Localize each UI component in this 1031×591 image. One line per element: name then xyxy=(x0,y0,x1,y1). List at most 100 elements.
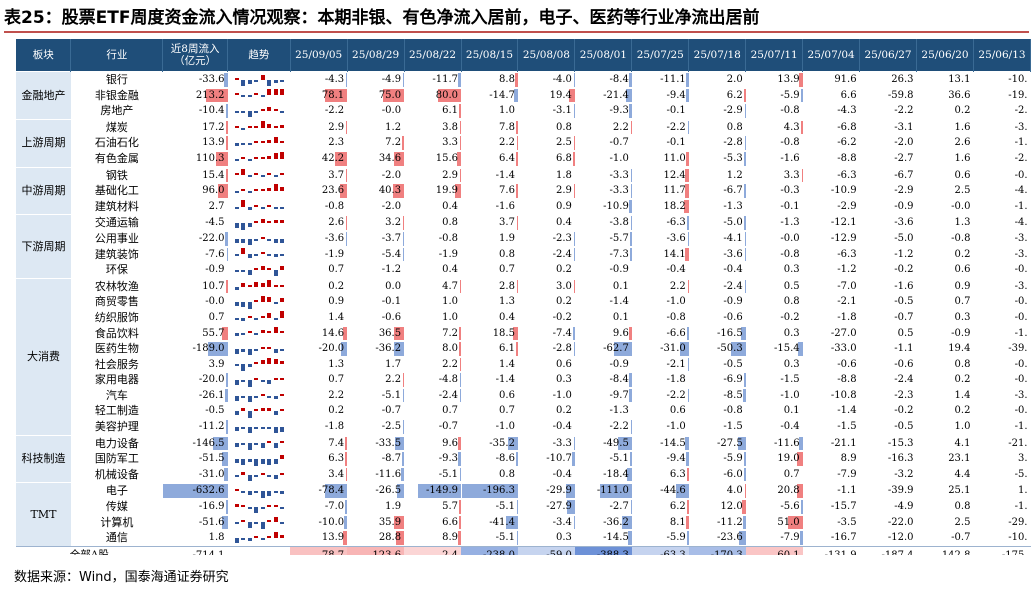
value-cell: -0.5 xyxy=(860,294,917,310)
value-cell: -35.2 xyxy=(461,434,518,452)
data-bar xyxy=(226,136,228,150)
trend-bar xyxy=(241,223,246,230)
trend-bar xyxy=(267,357,272,365)
value-text: 1.3 xyxy=(328,358,345,370)
trend-bar xyxy=(254,348,259,351)
value-text: -2.9 xyxy=(837,200,857,212)
trend-bar xyxy=(241,504,246,507)
trend-bar xyxy=(254,333,259,336)
value-cell: 2.0 xyxy=(688,70,746,88)
table-body: 金融地产 银行 -33.6 -4.3 -4.9 -11.7 8.8 -4.0 -8.4 -11.1… xyxy=(16,70,1031,555)
value-text: -7.0 xyxy=(837,280,857,292)
industry-name: 交通运输 xyxy=(70,214,163,231)
trend-bar xyxy=(254,506,259,514)
value-cell: 0.3 xyxy=(518,530,575,546)
data-bar xyxy=(403,216,405,230)
value-text: -1.3 xyxy=(609,405,629,417)
value-cell: 4.3 xyxy=(745,118,803,136)
value-text: 7.4 xyxy=(328,437,345,449)
data-bar xyxy=(744,216,746,230)
data-bar xyxy=(745,279,746,294)
value-text: 78.7 xyxy=(322,550,344,555)
trend-bar xyxy=(280,348,285,351)
data-bar xyxy=(679,342,689,356)
value-text: -2.2 xyxy=(666,389,686,401)
value-cell: -5.1 xyxy=(404,467,462,483)
value-text: -1.0 xyxy=(495,421,515,433)
value-text: -21. xyxy=(1008,437,1028,449)
value-text: -0.7 xyxy=(381,405,402,417)
value-text: -1.1 xyxy=(894,343,914,355)
value-text: 1.0 xyxy=(499,105,515,117)
value-text: -12.1 xyxy=(830,217,857,229)
data-bar xyxy=(394,436,405,451)
value-cell: 1. xyxy=(973,482,1031,500)
trend-bar xyxy=(254,491,259,494)
value-text: 2.9 xyxy=(328,121,345,133)
trend-bar xyxy=(254,282,259,287)
value-cell: 15.4 xyxy=(162,166,228,184)
value-text: -21.4 xyxy=(603,89,629,101)
trend-bar xyxy=(280,187,285,191)
value-text: -2.2 xyxy=(894,105,914,117)
value-cell: -0.7 xyxy=(917,530,974,546)
industry-name: 纺织服饰 xyxy=(94,310,139,324)
value-cell: 0.7 xyxy=(917,294,974,310)
value-text: -0.6 xyxy=(837,358,857,370)
value-text: 0.6 xyxy=(669,405,686,417)
trend-bar xyxy=(254,522,259,525)
trend-bar xyxy=(254,300,259,303)
value-cell: -3.3 xyxy=(517,434,575,452)
data-bar xyxy=(458,436,462,451)
trend-cell xyxy=(228,199,291,215)
trend-cell xyxy=(227,118,291,136)
value-cell: -0.7 xyxy=(575,135,632,151)
data-bar xyxy=(459,500,462,514)
value-text: 9.6 xyxy=(442,437,459,449)
value-cell: 0.7 xyxy=(746,467,803,483)
value-cell: -3.5 xyxy=(803,515,860,531)
value-cell: -7.0 xyxy=(290,499,348,515)
value-text: 0.2 xyxy=(954,374,971,386)
data-bar xyxy=(403,373,405,387)
value-cell: -2.2 xyxy=(290,103,348,119)
industry-name: 食品饮料 xyxy=(94,326,139,340)
value-cell: -1.0 xyxy=(746,388,803,404)
industry-name: 家用电器 xyxy=(94,373,139,387)
value-text: -33.0 xyxy=(830,343,857,355)
trend-bar xyxy=(260,121,265,128)
data-bar xyxy=(517,136,518,150)
value-cell: -33.0 xyxy=(803,341,860,357)
value-cell: -2.0 xyxy=(860,135,917,151)
value-text: -39. xyxy=(1008,343,1028,355)
value-cell: -5.9 xyxy=(689,451,746,467)
trend-bar xyxy=(280,152,285,159)
value-text: 2.2 xyxy=(669,280,686,292)
value-text: -0.5 xyxy=(723,358,743,370)
industry-name: 传媒 xyxy=(105,500,128,514)
value-text: -9.4 xyxy=(666,453,686,465)
value-cell: -0.8 xyxy=(404,231,461,247)
value-cell: -1.2 xyxy=(347,262,404,278)
trend-sparkbars xyxy=(231,531,288,546)
trend-sparkbars xyxy=(231,73,288,88)
value-cell: -2.1 xyxy=(632,357,689,373)
trend-bar xyxy=(234,522,239,525)
value-cell: 2.8 xyxy=(461,277,518,295)
trend-sparkbars xyxy=(231,199,288,214)
value-text: -3. xyxy=(1014,232,1028,244)
trend-bar xyxy=(234,223,239,229)
value-cell: 13.9 xyxy=(163,135,228,151)
value-cell: 1.4 xyxy=(917,388,974,404)
value-cell: -0.2 xyxy=(746,310,803,326)
value-text: -0.8 xyxy=(666,311,686,323)
trend-bar xyxy=(260,472,265,475)
value-cell: 0.1 xyxy=(575,310,632,326)
data-bar xyxy=(401,452,405,466)
data-bar xyxy=(687,531,689,545)
data-bar xyxy=(743,184,746,198)
data-bar xyxy=(225,500,228,514)
value-text: -1.0 xyxy=(780,389,800,401)
industry-name: 社会服务 xyxy=(94,357,139,371)
value-cell: 6.1 xyxy=(404,103,462,119)
